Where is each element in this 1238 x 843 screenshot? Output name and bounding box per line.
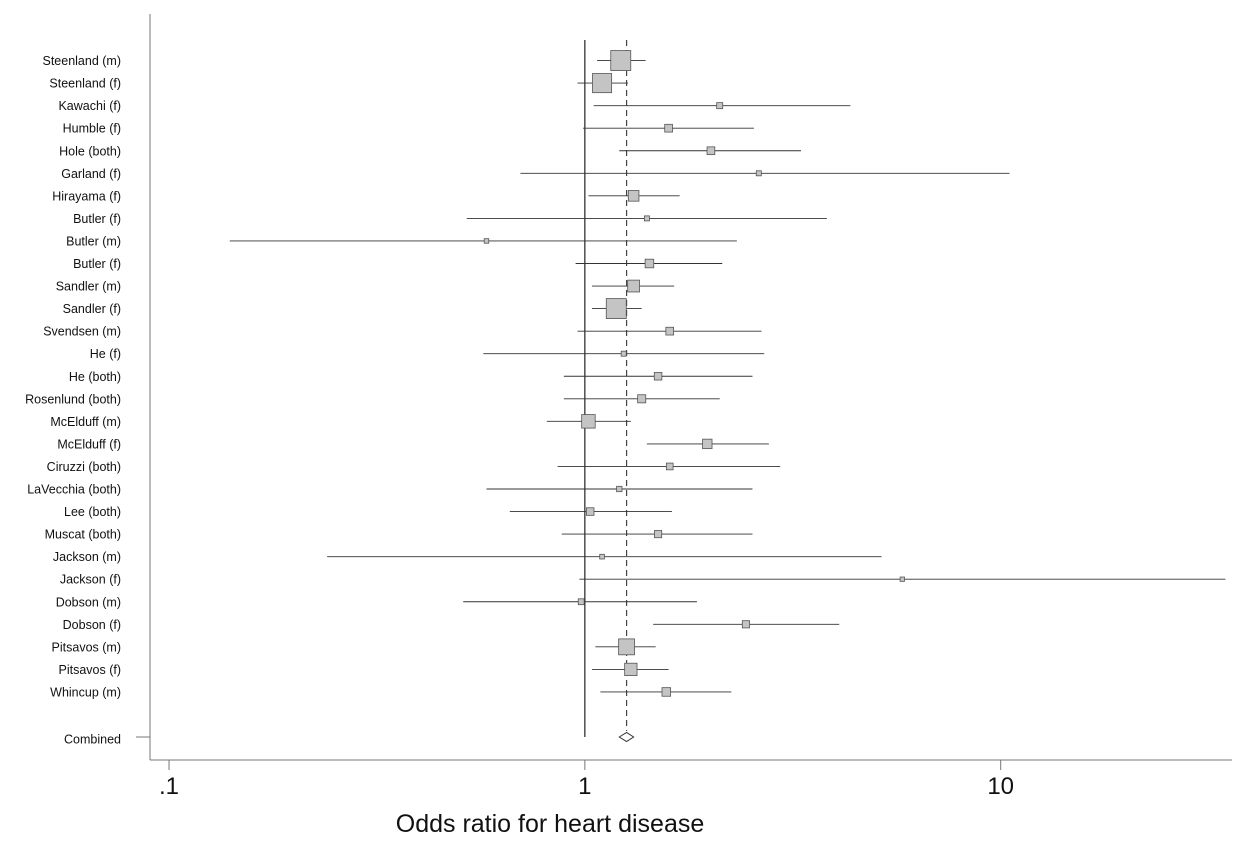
point-estimate-box xyxy=(624,662,638,676)
point-estimate-box xyxy=(899,576,905,582)
point-estimates xyxy=(483,50,905,743)
study-label: He (both) xyxy=(69,370,121,384)
study-label: McElduff (m) xyxy=(50,415,121,429)
x-axis-ticks: .1 1 10 xyxy=(159,760,1014,800)
study-label: Butler (f) xyxy=(73,212,121,226)
study-label: Butler (f) xyxy=(73,257,121,271)
point-estimate-box xyxy=(716,102,724,110)
point-estimate-box xyxy=(585,507,595,516)
point-estimate-box xyxy=(664,123,673,133)
study-label: Sandler (f) xyxy=(63,302,121,316)
x-axis-title: Odds ratio for heart disease xyxy=(396,810,705,838)
point-estimate-box xyxy=(665,462,674,471)
point-estimate-box xyxy=(702,438,713,450)
study-label: Whincup (m) xyxy=(50,685,121,699)
x-tick-label: 10 xyxy=(987,773,1014,800)
point-estimate-box xyxy=(653,372,663,381)
study-label: Hole (both) xyxy=(59,144,121,158)
study-label: Steenland (f) xyxy=(49,77,121,91)
reference-lines xyxy=(584,40,628,737)
study-label: Hirayama (f) xyxy=(52,189,121,203)
study-label: Butler (m) xyxy=(66,234,121,248)
point-estimate-box xyxy=(627,190,640,202)
x-tick-label: 1 xyxy=(578,773,591,800)
study-label: Kawachi (f) xyxy=(58,99,121,113)
study-label: LaVecchia (both) xyxy=(27,483,121,497)
point-estimate-box xyxy=(581,414,596,429)
point-estimate-box xyxy=(620,350,627,357)
combined-diamond xyxy=(618,731,635,743)
study-label: Rosenlund (both) xyxy=(25,392,121,406)
study-label: Dobson (f) xyxy=(63,618,121,632)
point-estimate-box xyxy=(755,170,762,177)
point-estimate-box xyxy=(599,553,605,560)
point-estimate-box xyxy=(665,326,675,336)
study-label: Steenland (m) xyxy=(42,54,121,68)
point-estimate-box xyxy=(592,73,613,94)
study-label: Ciruzzi (both) xyxy=(47,460,121,474)
study-label: He (f) xyxy=(90,347,121,361)
study-labels: Steenland (m) Steenland (f) Kawachi (f) Hum… xyxy=(25,54,121,746)
study-label: McElduff (f) xyxy=(57,437,121,451)
study-label: Sandler (m) xyxy=(56,280,121,294)
point-estimate-box xyxy=(643,215,650,222)
point-estimate-box xyxy=(741,620,750,629)
point-estimate-box xyxy=(577,598,585,606)
point-estimate-box xyxy=(618,638,635,656)
point-estimate-box xyxy=(644,258,655,269)
point-estimate-box xyxy=(637,394,647,404)
study-label: Jackson (f) xyxy=(60,573,121,587)
study-label: Humble (f) xyxy=(63,122,121,136)
point-estimate-box xyxy=(706,146,716,156)
study-label: Jackson (m) xyxy=(53,550,121,564)
study-label: Garland (f) xyxy=(61,167,121,181)
study-label: Pitsavos (m) xyxy=(52,640,121,654)
study-label: Svendsen (m) xyxy=(43,325,121,339)
study-label: Lee (both) xyxy=(64,505,121,519)
point-estimate-box xyxy=(654,530,663,539)
point-estimate-box xyxy=(605,298,627,320)
confidence-intervals xyxy=(229,60,1226,693)
point-estimate-box xyxy=(483,238,490,244)
study-label: Dobson (m) xyxy=(56,595,121,609)
point-estimate-box xyxy=(661,687,672,697)
combined-label: Combined xyxy=(64,733,121,747)
point-estimate-box xyxy=(616,485,623,493)
study-label: Muscat (both) xyxy=(45,528,121,542)
x-tick-label: .1 xyxy=(159,773,179,800)
study-label: Pitsavos (f) xyxy=(58,663,121,677)
point-estimate-box xyxy=(627,279,640,293)
point-estimate-box xyxy=(610,50,632,71)
